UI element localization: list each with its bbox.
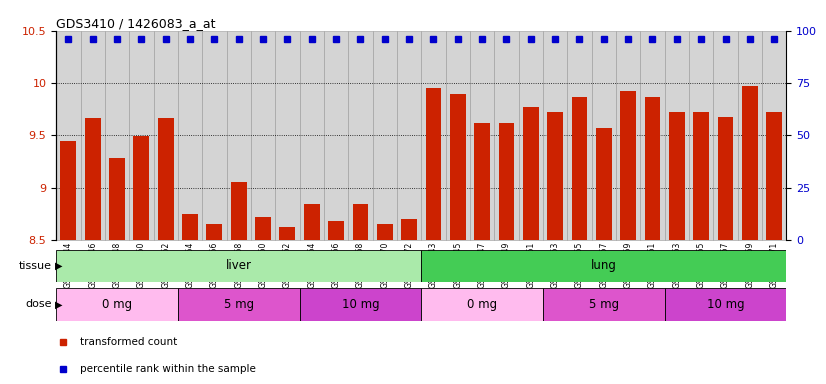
Text: 0 mg: 0 mg [467,298,497,311]
Bar [718,116,733,240]
Bar [494,31,519,240]
Bar [275,31,300,240]
Bar [421,31,445,240]
Bar [474,123,490,240]
Bar [60,141,76,240]
Text: GDS3410 / 1426083_a_at: GDS3410 / 1426083_a_at [56,17,216,30]
Bar [182,214,198,240]
Bar [644,97,661,240]
Bar [567,31,591,240]
Bar [300,31,324,240]
Bar [377,224,392,240]
Bar [279,227,296,240]
Bar [543,288,665,321]
Bar [134,136,150,240]
Bar [762,31,786,240]
Bar [669,113,685,240]
Bar [665,288,786,321]
Text: 5 mg: 5 mg [589,298,619,311]
Bar [499,123,515,240]
Bar [689,31,714,240]
Bar [105,31,129,240]
Bar [158,118,173,240]
Bar [230,182,247,240]
Text: ▶: ▶ [55,261,63,271]
Bar [56,250,421,282]
Bar [450,93,466,240]
Bar [324,31,349,240]
Bar [56,288,178,321]
Bar [300,288,421,321]
Bar [85,118,101,240]
Bar [425,88,441,240]
Bar [206,224,222,240]
Bar [714,31,738,240]
Bar [80,31,105,240]
Bar [620,91,636,240]
Text: 5 mg: 5 mg [224,298,254,311]
Bar [738,31,762,240]
Bar [767,113,782,240]
Text: ▶: ▶ [55,299,63,310]
Bar [421,288,543,321]
Bar [328,221,344,240]
Bar [445,31,470,240]
Bar [401,219,417,240]
Bar [202,31,226,240]
Bar [547,113,563,240]
Bar [251,31,275,240]
Text: 10 mg: 10 mg [342,298,379,311]
Bar [56,31,80,240]
Bar [178,31,202,240]
Text: lung: lung [591,260,617,272]
Bar [373,31,397,240]
Bar [523,107,539,240]
Bar [349,31,373,240]
Bar [304,204,320,240]
Text: 10 mg: 10 mg [707,298,744,311]
Bar [129,31,154,240]
Bar [178,288,300,321]
Bar [665,31,689,240]
Text: tissue: tissue [19,261,52,271]
Bar [591,31,616,240]
Bar [154,31,178,240]
Text: liver: liver [225,260,252,272]
Bar [543,31,567,240]
Bar [470,31,494,240]
Bar [353,204,368,240]
Bar [226,31,251,240]
Text: dose: dose [26,299,52,310]
Bar [397,31,421,240]
Text: transformed count: transformed count [79,337,177,347]
Bar [616,31,640,240]
Bar [596,128,612,240]
Text: percentile rank within the sample: percentile rank within the sample [79,364,255,374]
Bar [421,250,786,282]
Bar [742,86,757,240]
Bar [693,113,709,240]
Text: 0 mg: 0 mg [102,298,132,311]
Bar [255,217,271,240]
Bar [640,31,665,240]
Bar [572,97,587,240]
Bar [109,158,125,240]
Bar [519,31,543,240]
